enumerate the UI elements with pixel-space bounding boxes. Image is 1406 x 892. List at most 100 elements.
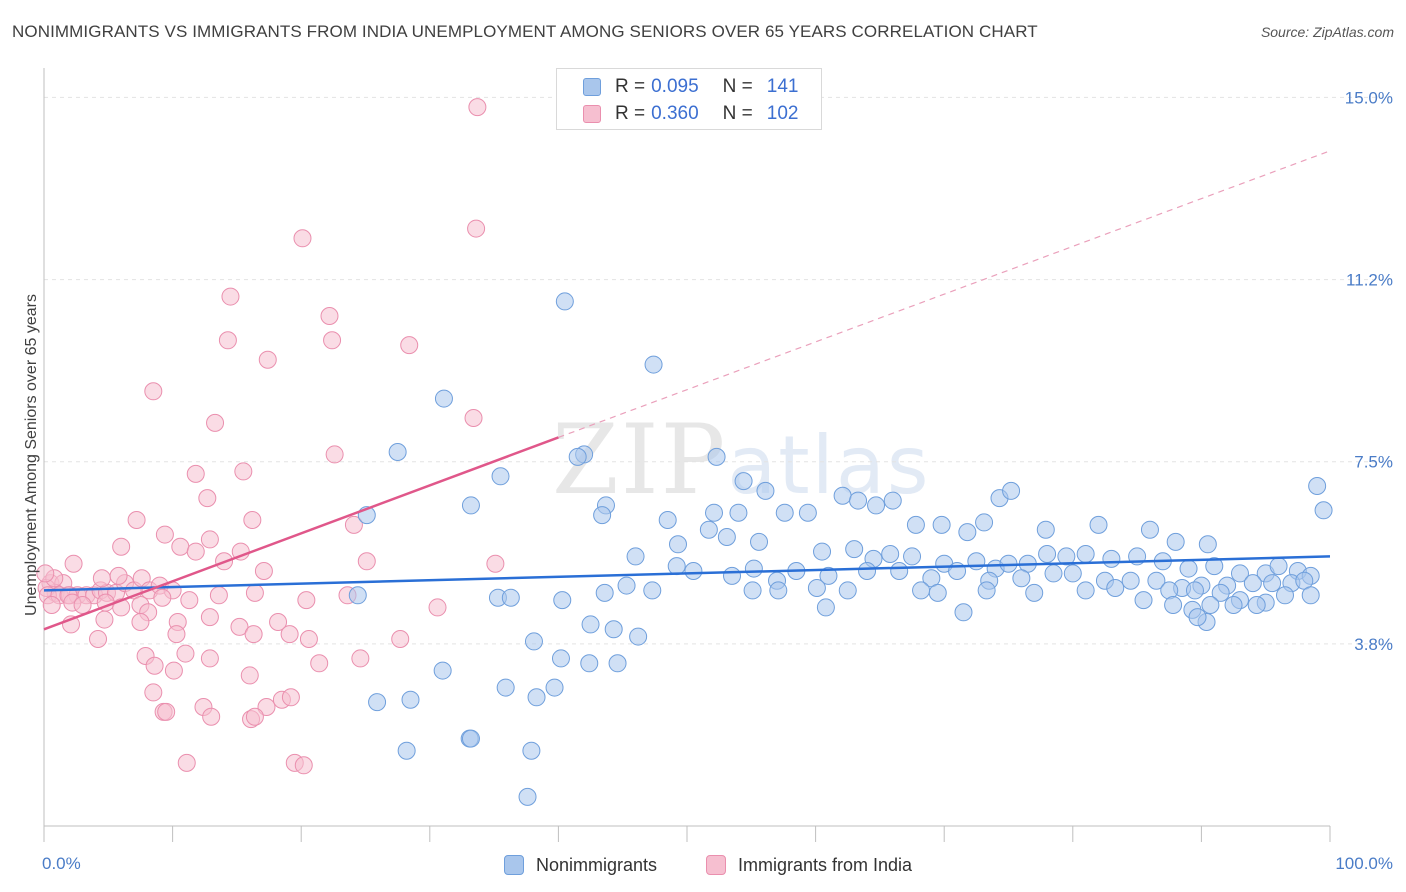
nonimmigrant-point [555,292,574,311]
india-point [89,630,108,648]
legend-n-label: N = [722,76,753,97]
nonimmigrant-point [1179,559,1198,578]
nonimmigrant-point [769,581,788,600]
india-point [109,566,128,585]
legend-row-nonimmigrants: R = 0.095 N = 141 [583,75,798,99]
india-point [245,583,264,602]
india-point [468,98,487,117]
india-point [323,331,342,350]
nonimmigrant-point [723,566,742,585]
india-point [269,613,288,631]
nonimmigrant-point [643,581,662,600]
india-point [428,598,447,617]
nonimmigrant-point [545,678,564,697]
bottom-legend-nonimmigrants[interactable]: Nonimmigrants [504,852,657,878]
legend-swatch-blue [583,78,601,96]
nonimmigrant-point [1308,477,1327,495]
y-tick-label: 3.8% [1354,635,1393,654]
nonimmigrant-point [813,542,832,561]
india-point [145,656,164,675]
nonimmigrant-point [617,576,636,595]
legend-swatch-pink [583,105,601,123]
nonimmigrant-point [975,513,994,532]
nonimmigrant-point [527,688,546,707]
nonimmigrant-point [807,579,826,597]
nonimmigrant-point [699,520,718,539]
bottom-legend-label: Nonimmigrants [536,854,658,875]
nonimmigrant-point [388,443,407,461]
nonimmigrant-point [867,496,886,515]
trend-lines [558,150,1331,438]
nonimmigrant-point [958,523,977,542]
nonimmigrant-point [1038,545,1057,563]
nonimmigrant-point [1102,549,1121,568]
nonimmigrant-point [1089,515,1108,534]
india-point [209,586,228,605]
india-point [144,382,163,401]
nonimmigrant-point [524,632,543,651]
legend-r-value: 0.095 [651,76,699,97]
nonimmigrant-point [496,678,515,697]
india-point [254,562,273,580]
india-point [144,683,163,702]
india-point [464,409,483,427]
nonimmigrant-point [1275,586,1294,605]
nonimmigrant-point [1134,591,1153,610]
nonimmigrant-point [881,545,900,563]
india-point [157,702,176,721]
nonimmigrant-point [433,661,452,680]
nonimmigrant-point [954,603,973,622]
india-point [186,464,205,483]
nonimmigrant-point [845,540,864,559]
india-point [153,588,172,607]
nonimmigrant-point [1247,596,1266,614]
india-point [206,413,225,432]
india-point [164,661,183,680]
nonimmigrant-point [1025,583,1044,602]
nonimmigrant-point [551,649,570,668]
nonimmigrant-point [928,583,947,602]
nonimmigrant-point [750,532,769,551]
nonimmigrant-point [1063,564,1082,583]
nonimmigrant-point [967,552,986,571]
india-point [131,613,150,631]
nonimmigrant-point [1121,571,1140,590]
india-point [200,530,219,549]
nonimmigrant-point [1188,608,1207,627]
india-point [299,630,318,648]
nonimmigrant-point [1314,501,1333,520]
india-point [391,630,410,648]
nonimmigrant-point [667,557,686,576]
y-axis-title: Unemployment Among Seniors over 65 years [23,294,40,616]
nonimmigrant-point [604,620,623,639]
india-point [155,525,174,544]
india-point [73,596,92,614]
india-point [92,569,111,588]
india-point [320,307,339,325]
correlation-legend: R = 0.095 N = 141 R = 0.360 N = 102 [556,68,822,130]
nonimmigrant-point [798,503,817,522]
india-point [127,511,146,529]
bottom-legend-swatch-pink [706,855,726,875]
india-point [325,445,344,464]
nonimmigrant-point [501,588,520,607]
nonimmigrant-point [397,741,416,760]
nonimmigrant-point [838,581,857,600]
nonimmigrant-point [756,481,775,500]
india-point [257,698,276,716]
nonimmigrant-point [348,586,367,605]
india-point [234,462,253,481]
bottom-legend-india[interactable]: Immigrants from India [706,852,912,878]
bottom-legend-swatch-blue [504,855,524,875]
nonimmigrant-point [581,615,600,634]
legend-row-india: R = 0.360 N = 102 [583,102,798,126]
india-point [280,625,299,644]
nonimmigrant-point [368,693,387,712]
nonimmigrant-point [626,547,645,566]
india-point [177,753,196,772]
nonimmigrant-point [1147,571,1166,590]
nonimmigrant-point [608,654,627,673]
nonimmigrant-point [977,581,996,600]
india-point [202,707,221,726]
india-point [297,591,316,610]
